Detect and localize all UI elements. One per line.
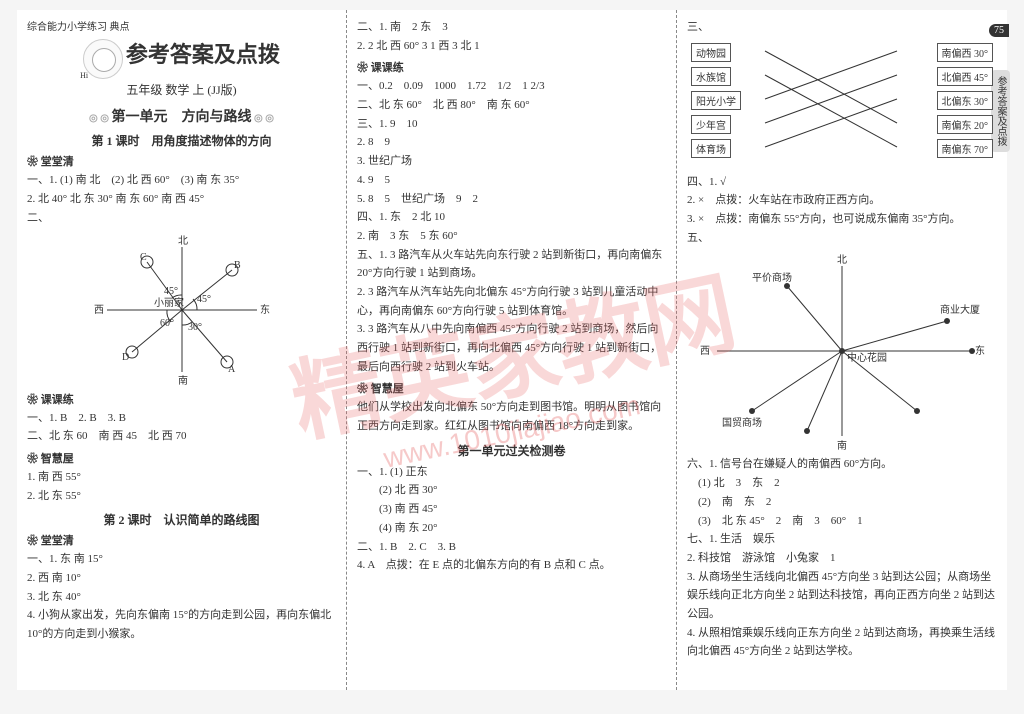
header: 综合能力小学练习 典点 参考答案及点拨 五年级 数学 上 (JJ版) (27, 18, 336, 98)
ans-line: 2. 北 40° 北 东 30° 南 东 60° 南 西 45° (27, 190, 336, 209)
ans-line: 2. 北 东 55° (27, 487, 336, 506)
ans-line: 二、1. B 2. C 3. B (357, 538, 666, 557)
svg-text:西: 西 (700, 346, 710, 357)
ans-line: 2. × 点拨：火车站在市政府正西方向。 (687, 191, 997, 210)
match-right: 南偏东 70° (937, 139, 994, 158)
ans-line: 一、1. (1) 南 北 (2) 北 西 60° (3) 南 东 35° (27, 171, 336, 190)
lesson2-title: 第 2 课时 认识简单的路线图 (27, 511, 336, 528)
ans-line: 2. 8 9 (357, 133, 666, 152)
ans-line: 七、1. 生活 娱乐 (687, 530, 997, 549)
main-title: 参考答案及点拨 (126, 42, 280, 67)
svg-text:45°: 45° (197, 294, 211, 305)
match-left: 体育场 (691, 139, 731, 158)
match-left: 动物园 (691, 43, 731, 62)
svg-text:北: 北 (178, 235, 188, 247)
ans-line: 三、 (687, 18, 997, 37)
ans-line: 1. 南 西 55° (27, 468, 336, 487)
compass-diagram: 北 南 东 西 小丽家 B C A D 45° 45° 60° 30° (92, 232, 272, 387)
lesson1-title: 第 1 课时 用角度描述物体的方向 (27, 132, 336, 149)
match-right: 南偏西 30° (937, 43, 994, 62)
sec-kekelian: 课课练 (27, 391, 336, 407)
ans-line: 二、北 东 60° 北 西 80° 南 东 60° (357, 96, 666, 115)
ans-line: 二、1. 南 2 东 3 (357, 18, 666, 37)
logo-text: 综合能力小学练习 典点 (27, 22, 130, 33)
ans-line: 3. 从商场坐生活线向北偏西 45°方向坐 3 站到达公园；从商场坐娱乐线向正北… (687, 568, 997, 624)
svg-text:D: D (122, 352, 129, 363)
svg-text:北: 北 (837, 254, 847, 266)
svg-text:东: 东 (975, 344, 985, 357)
ans-line: 2. 南 3 东 5 东 60° (357, 227, 666, 246)
ans-line: (2) 南 东 2 (687, 493, 997, 512)
svg-text:小丽家: 小丽家 (154, 296, 184, 309)
test-title: 第一单元过关检测卷 (357, 442, 666, 459)
ans-line: 三、1. 9 10 (357, 115, 666, 134)
ans-line: 二、北 东 60 南 西 45 北 西 70 (27, 427, 336, 446)
svg-text:中心花园: 中心花园 (847, 351, 887, 364)
ans-line: 2. 科技馆 游泳馆 小兔家 1 (687, 549, 997, 568)
sec-tangtangqing: 堂堂清 (27, 153, 336, 169)
sec-zhihuiwu: 智慧屋 (357, 380, 666, 396)
svg-text:国贸商场: 国贸商场 (722, 416, 762, 429)
svg-text:商业大厦: 商业大厦 (940, 303, 980, 316)
ans-line: 2. 西 南 10° (27, 569, 336, 588)
sec-zhihuiwu: 智慧屋 (27, 450, 336, 466)
ans-line: 一、0.2 0.09 1000 1.72 1/2 1 2/3 (357, 77, 666, 96)
sec-tangtangqing2: 堂堂清 (27, 532, 336, 548)
ans-line: (3) 南 西 45° (357, 500, 666, 519)
ans-line: 5. 8 5 世纪广场 9 2 (357, 190, 666, 209)
svg-text:西: 西 (94, 305, 104, 316)
ans-line: 2. 3 路汽车从汽车站先向北偏东 45°方向行驶 3 站到儿童活动中心，再向南… (357, 283, 666, 320)
ans-line: 五、 (687, 229, 997, 248)
svg-text:30°: 30° (188, 322, 202, 333)
cartoon-icon (83, 39, 123, 79)
ans-line: 2. 2 北 西 60° 3 1 西 3 北 1 (357, 37, 666, 56)
svg-text:45°: 45° (164, 286, 178, 297)
ans-line: 4. 从照相馆乘娱乐线向正东方向坐 2 站到达商场，再换乘生活线向北偏西 45°… (687, 624, 997, 661)
logo-line: 综合能力小学练习 典点 (27, 18, 336, 33)
match-right: 北偏东 30° (937, 91, 994, 110)
ans-line: (4) 南 东 20° (357, 519, 666, 538)
ans-line: 四、1. √ (687, 173, 997, 192)
ans-line: 六、1. 信号台在嫌疑人的南偏西 60°方向。 (687, 455, 997, 474)
ans-line: 四、1. 东 2 北 10 (357, 208, 666, 227)
ans-line: 一、1. (1) 正东 (357, 463, 666, 482)
ans-line: 二、 (27, 209, 336, 228)
match-left: 少年宫 (691, 115, 731, 134)
ans-line: 3. 世纪广场 (357, 152, 666, 171)
subtitle: 五年级 数学 上 (JJ版) (27, 81, 336, 98)
ans-line: (2) 北 西 30° (357, 481, 666, 500)
ans-line: 3. 北 东 40° (27, 588, 336, 607)
ans-line: 一、1. B 2. B 3. B (27, 409, 336, 428)
ans-line: 3. × 点拨：南偏东 55°方向，也可说成东偏南 35°方向。 (687, 210, 997, 229)
svg-text:南: 南 (837, 439, 847, 451)
match-left: 阳光小学 (691, 91, 741, 110)
ans-line: 一、1. 东 南 15° (27, 550, 336, 569)
column-3: 三、 动物园 水族馆 阳光小学 少年宫 体育场 南偏西 30° 北偏西 45° … (677, 10, 1007, 690)
ans-line: (1) 北 3 东 2 (687, 474, 997, 493)
match-right: 南偏东 20° (937, 115, 994, 134)
match-right: 北偏西 45° (937, 67, 994, 86)
column-1: 综合能力小学练习 典点 参考答案及点拨 五年级 数学 上 (JJ版) 第一单元 … (17, 10, 347, 690)
page: 75 参考答案及点拨 精英家教网 www.1010jiajiao.com 综合能… (17, 10, 1007, 690)
ans-line: 4. 小狗从家出发，先向东偏南 15°的方向走到公园，再向东偏北 10°的方向走… (27, 606, 336, 643)
ans-line: 3. 3 路汽车从八中先向南偏西 45°方向行驶 2 站到商场，然后向西行驶 1… (357, 320, 666, 376)
unit-title: 第一单元 方向与路线 (27, 106, 336, 126)
sec-kekelian: 课课练 (357, 59, 666, 75)
ans-line: 他们从学校出发向北偏东 50°方向走到图书馆。明明从图书馆向正西方向走到家。红红… (357, 398, 666, 435)
svg-text:60°: 60° (160, 318, 174, 329)
column-2: 二、1. 南 2 东 3 2. 2 北 西 60° 3 1 西 3 北 1 课课… (347, 10, 677, 690)
ans-line: 4. 9 5 (357, 171, 666, 190)
match-left: 水族馆 (691, 67, 731, 86)
svg-text:东: 东 (260, 303, 270, 316)
star-diagram: 北 南 西 东 中心花园 平价商场 商业大厦 国贸商场 (692, 251, 992, 451)
svg-text:南: 南 (178, 374, 188, 387)
matching-diagram: 动物园 水族馆 阳光小学 少年宫 体育场 南偏西 30° 北偏西 45° 北偏东… (687, 37, 997, 167)
ans-line: (3) 北 东 45° 2 南 3 60° 1 (687, 512, 997, 531)
ans-line: 4. A 点拨：在 E 点的北偏东方向的有 B 点和 C 点。 (357, 556, 666, 575)
ans-line: 五、1. 3 路汽车从火车站先向东行驶 2 站到新街口，再向南偏东 20°方向行… (357, 246, 666, 283)
svg-text:平价商场: 平价商场 (752, 271, 792, 284)
